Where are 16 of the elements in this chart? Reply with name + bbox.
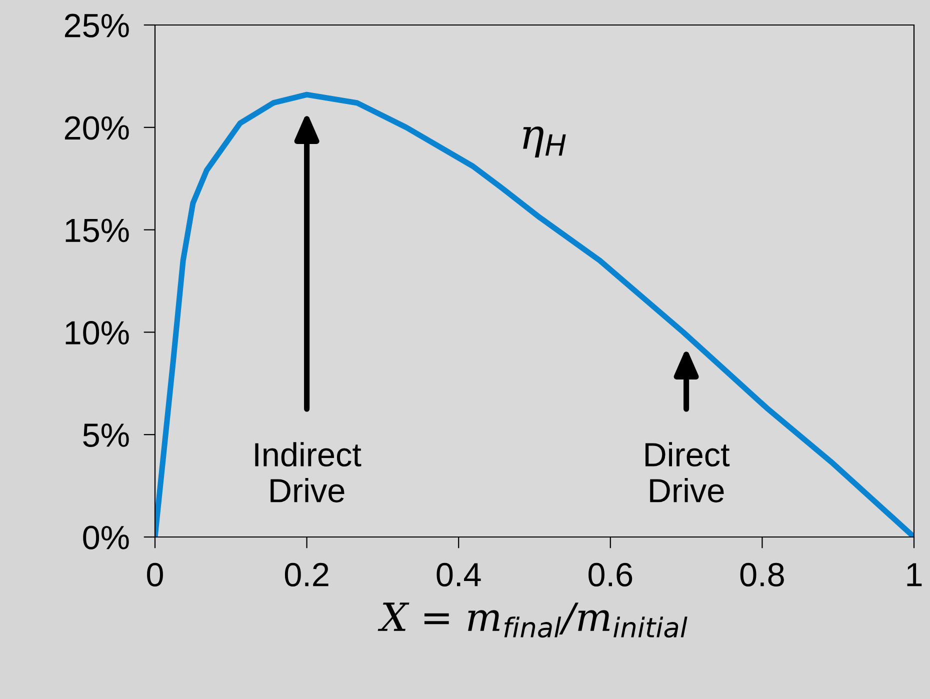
- x-tick-label: 0.4: [436, 562, 481, 586]
- y-tick-label: 25%: [64, 14, 129, 38]
- x-tick-label: 0.8: [740, 562, 784, 586]
- x-tick-label: 1: [907, 563, 922, 586]
- x-tick-label: 0.2: [284, 562, 328, 586]
- y-tick-label: 0%: [83, 526, 129, 550]
- y-tick-label: 5%: [83, 424, 129, 448]
- y-tick-label: 10%: [66, 321, 129, 345]
- y-tick-label: 20%: [64, 116, 129, 140]
- x-tick-label: 0.6: [588, 562, 632, 586]
- y-tick-label: 15%: [66, 218, 129, 242]
- x-tick-label: 0: [147, 562, 163, 586]
- annotation: Direct Drive: [646, 442, 730, 502]
- annotation: Indirect Drive: [255, 442, 362, 502]
- x-axis-title: X = m$_{final}$/m$_{initial}$: [378, 602, 688, 638]
- series-label: η$_{H}$: [523, 126, 566, 158]
